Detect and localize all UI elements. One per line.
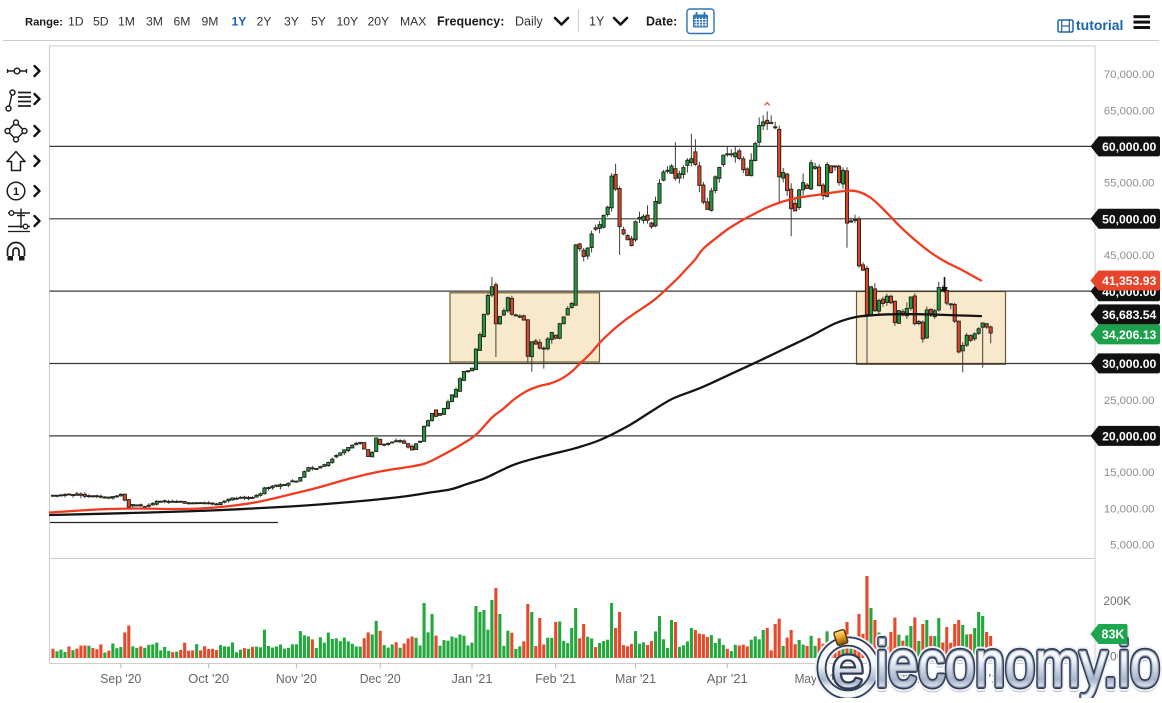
svg-text:Feb '21: Feb '21 [535, 671, 576, 686]
svg-text:e: e [832, 635, 864, 698]
svg-text:9M: 9M [202, 15, 219, 29]
svg-text:1Y: 1Y [232, 15, 247, 29]
svg-text:5D: 5D [93, 15, 109, 29]
svg-text:Jul '21: Jul '21 [966, 671, 1007, 686]
svg-text:60,000.00: 60,000.00 [1102, 140, 1156, 154]
svg-text:Jan '21: Jan '21 [452, 671, 493, 686]
svg-text:5,000.00: 5,000.00 [1110, 540, 1154, 552]
svg-text:Date:: Date: [646, 15, 677, 29]
svg-text:Nov '20: Nov '20 [276, 671, 317, 686]
svg-text:MAX: MAX [400, 15, 426, 29]
svg-text:50,000.00: 50,000.00 [1102, 212, 1156, 226]
svg-text:36,683.54: 36,683.54 [1102, 308, 1156, 322]
svg-text:Sep '20: Sep '20 [100, 671, 141, 686]
svg-text:6M: 6M [174, 15, 191, 29]
svg-text:e: e [832, 635, 864, 698]
svg-text:65,000.00: 65,000.00 [1104, 105, 1155, 117]
svg-text:Daily: Daily [515, 15, 544, 29]
svg-text:5Y: 5Y [311, 15, 326, 29]
svg-text:2Y: 2Y [257, 15, 272, 29]
svg-text:20Y: 20Y [368, 15, 390, 29]
svg-text:Dec '20: Dec '20 [360, 671, 401, 686]
svg-text:Range:: Range: [25, 17, 63, 29]
svg-text:1D: 1D [68, 15, 84, 29]
svg-text:Oct '20: Oct '20 [188, 671, 229, 686]
svg-text:25,000.00: 25,000.00 [1104, 395, 1155, 407]
svg-text:Apr '21: Apr '21 [707, 671, 748, 686]
svg-text:Frequency:: Frequency: [437, 15, 504, 29]
svg-text:30,000.00: 30,000.00 [1102, 357, 1156, 371]
svg-text:Mar '21: Mar '21 [615, 671, 656, 686]
svg-text:200K: 200K [1104, 594, 1132, 608]
svg-text:55,000.00: 55,000.00 [1104, 178, 1155, 190]
svg-text:3M: 3M [146, 15, 163, 29]
svg-text:1Y: 1Y [589, 15, 605, 29]
svg-text:70,000.00: 70,000.00 [1104, 69, 1155, 81]
svg-text:34,206.13: 34,206.13 [1102, 328, 1156, 342]
svg-text:83K: 83K [1102, 628, 1125, 642]
svg-text:15,000.00: 15,000.00 [1104, 467, 1155, 479]
svg-text:1M: 1M [118, 15, 135, 29]
svg-text:41,353.93: 41,353.93 [1102, 274, 1156, 288]
svg-text:20,000.00: 20,000.00 [1102, 430, 1156, 444]
svg-text:10Y: 10Y [337, 15, 359, 29]
svg-text:100K: 100K [1104, 650, 1132, 664]
svg-text:tutorial: tutorial [1076, 17, 1123, 33]
svg-text:10,000.00: 10,000.00 [1104, 503, 1155, 515]
svg-text:1: 1 [13, 186, 19, 198]
svg-text:3Y: 3Y [284, 15, 299, 29]
svg-text:Jun '21: Jun '21 [878, 671, 919, 686]
svg-text:e: e [832, 635, 864, 698]
svg-text:45,000.00: 45,000.00 [1104, 250, 1155, 262]
